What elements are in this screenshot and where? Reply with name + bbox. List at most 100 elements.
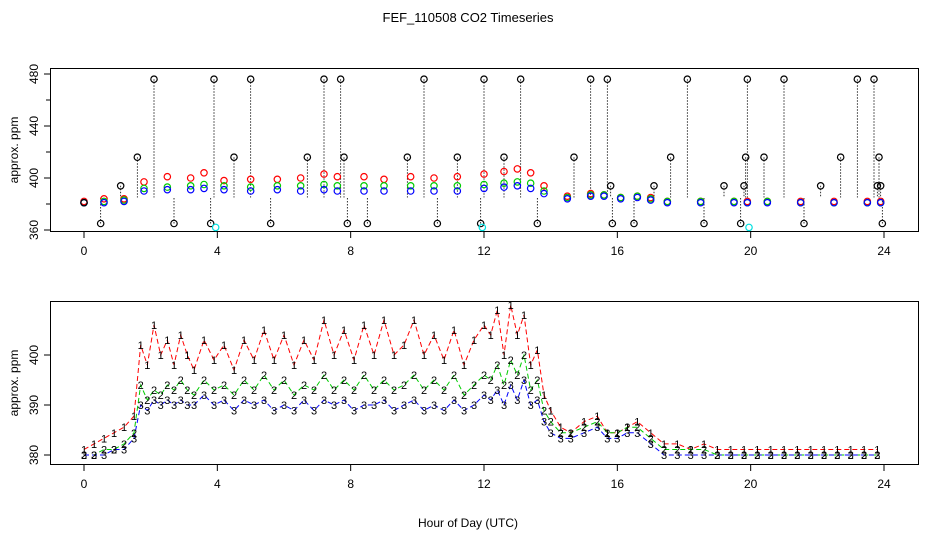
data-point-label: 3	[421, 406, 427, 418]
data-point	[745, 223, 753, 232]
data-point-label: 1	[411, 315, 417, 327]
data-point-label: 3	[494, 385, 500, 397]
data-point-label: 2	[144, 395, 150, 407]
data-point-label: 3	[848, 450, 854, 462]
data-point-label: 1	[714, 444, 720, 456]
data-point-label: 1	[391, 350, 397, 362]
data-point	[246, 183, 255, 191]
data-point-label: 2	[471, 380, 477, 392]
data-point	[406, 172, 415, 181]
data-point	[763, 198, 772, 207]
data-point	[870, 75, 878, 84]
data-point	[360, 182, 368, 190]
data-point	[430, 187, 438, 195]
data-point-label: 3	[171, 400, 177, 412]
data-point-label: 2	[81, 450, 87, 462]
data-point	[533, 219, 542, 228]
data-point	[478, 223, 487, 232]
data-point	[513, 178, 522, 186]
data-point-label: 2	[794, 450, 800, 462]
data-point-label: 2	[311, 385, 317, 397]
data-point-label: 2	[138, 380, 144, 392]
data-point	[873, 182, 882, 190]
data-point	[430, 174, 438, 182]
data-point	[526, 184, 535, 193]
data-point	[663, 198, 672, 207]
data-point-label: 1	[361, 320, 367, 332]
data-point	[296, 187, 305, 195]
data-point-label: 1	[241, 335, 247, 347]
data-point	[320, 185, 328, 194]
data-point-label: 3	[461, 406, 467, 418]
data-point-label: 1	[741, 444, 747, 456]
data-point	[526, 179, 535, 188]
data-point-label: 3	[451, 395, 457, 407]
data-point	[80, 198, 88, 207]
data-point-label: 2	[494, 360, 500, 372]
data-point	[246, 187, 255, 195]
data-point-label: 1	[874, 444, 880, 456]
data-point-label: 1	[271, 355, 277, 367]
data-point-label: 1	[151, 320, 157, 332]
data-point-label: 1	[848, 444, 854, 456]
series-line	[84, 353, 878, 456]
data-point	[540, 187, 548, 195]
data-point-label: 2	[111, 444, 117, 456]
x-tick-label: 20	[744, 244, 758, 258]
data-point	[876, 182, 885, 190]
data-point	[480, 75, 488, 84]
data-point	[480, 170, 488, 178]
data-point-label: 2	[741, 450, 747, 462]
data-point	[206, 219, 215, 228]
data-point-label: 3	[714, 450, 720, 462]
data-point-label: 1	[111, 428, 117, 440]
x-tick-label: 4	[214, 244, 221, 258]
data-point	[403, 153, 412, 162]
data-point-label: 2	[301, 380, 307, 392]
data-point-label: 3	[861, 450, 867, 462]
data-point-label: 1	[441, 355, 447, 367]
data-point	[433, 219, 442, 228]
data-point-label: 2	[331, 385, 337, 397]
data-point-label: 3	[481, 390, 487, 402]
data-point	[743, 75, 752, 84]
data-point	[780, 75, 788, 84]
data-point-label: 3	[131, 433, 137, 445]
data-point-label: 3	[281, 400, 287, 412]
data-point	[516, 75, 525, 84]
data-point-label: 1	[451, 325, 457, 337]
x-tick-label: 8	[347, 244, 354, 258]
data-point-label: 2	[171, 385, 177, 397]
data-point	[513, 165, 522, 173]
data-point-label: 2	[251, 385, 257, 397]
data-point	[480, 180, 488, 189]
data-point	[273, 182, 282, 190]
data-point	[320, 170, 328, 178]
data-point	[333, 187, 342, 195]
data-point-label: 3	[311, 406, 317, 418]
data-point	[453, 172, 462, 181]
data-point	[500, 167, 508, 176]
data-point-label: 1	[808, 444, 814, 456]
data-point-label: 2	[754, 450, 760, 462]
data-point-label: 1	[581, 417, 587, 429]
data-point-label: 1	[251, 355, 257, 367]
data-point	[608, 219, 617, 228]
data-point-label: 2	[201, 375, 207, 387]
data-point	[96, 219, 105, 228]
data-point-label: 2	[411, 370, 417, 382]
data-point	[513, 182, 522, 190]
data-point	[380, 182, 388, 190]
data-point	[630, 219, 638, 228]
data-point-label: 1	[101, 433, 107, 445]
data-point-label: 1	[351, 355, 357, 367]
data-point-label: 1	[171, 360, 177, 372]
data-point	[540, 182, 548, 190]
data-point-label: 1	[781, 444, 787, 456]
data-point-label: 3	[634, 428, 640, 440]
data-point-label: 3	[508, 380, 514, 392]
data-point-label: 1	[221, 340, 227, 352]
data-point-label: 3	[231, 406, 237, 418]
data-point	[616, 195, 625, 203]
data-point-label: 1	[754, 444, 760, 456]
